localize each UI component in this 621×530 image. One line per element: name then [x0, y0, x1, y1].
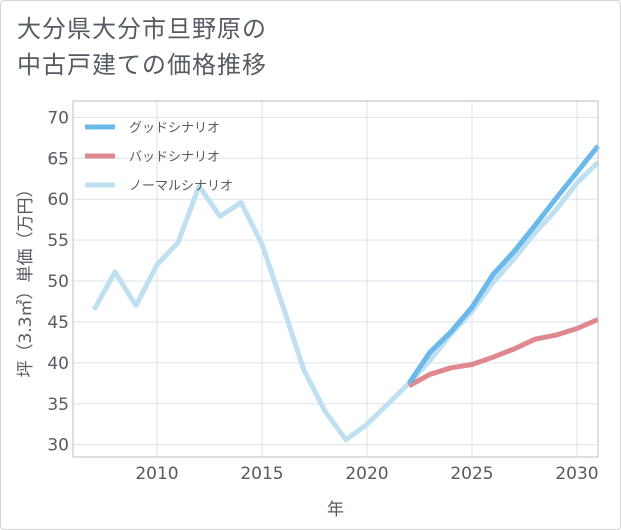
y-tick-label: 30 — [47, 436, 69, 456]
x-tick-labels: 2010 2015 2020 2025 2030 — [135, 464, 598, 484]
y-tick-label: 55 — [47, 231, 69, 251]
legend-label: ノーマルシナリオ — [129, 179, 233, 194]
x-tick-label: 2025 — [450, 464, 493, 484]
chart-title-line-1: 大分県大分市旦野原の — [17, 15, 267, 43]
x-tick-label: 2010 — [135, 464, 178, 484]
y-tick-label: 50 — [47, 272, 69, 292]
y-tick-label: 65 — [47, 149, 69, 169]
x-tick-label: 2030 — [555, 464, 598, 484]
y-tick-label: 60 — [47, 190, 69, 210]
x-axis-title: 年 — [327, 500, 344, 520]
y-tick-label: 35 — [47, 395, 69, 415]
chart-title: 大分県大分市旦野原の 中古戸建ての価格推移 — [17, 11, 267, 83]
chart-title-line-2: 中古戸建ての価格推移 — [17, 51, 267, 79]
series-line-2 — [407, 317, 599, 388]
x-tick-label: 2020 — [345, 464, 388, 484]
y-axis-title: 坪（3.3㎡）単価（万円） — [16, 180, 36, 377]
series-line-3 — [91, 160, 600, 443]
legend-label: グッドシナリオ — [129, 121, 220, 136]
series-lines — [91, 144, 600, 443]
plot-area-border — [72, 100, 599, 458]
legend-label: バッドシナリオ — [129, 150, 220, 165]
y-tick-label: 40 — [47, 354, 69, 374]
x-tick-label: 2015 — [240, 464, 283, 484]
grid-lines — [73, 101, 598, 457]
y-tick-label: 70 — [47, 108, 69, 128]
y-tick-label: 45 — [47, 313, 69, 333]
y-tick-labels: 30 35 40 45 50 55 60 65 70 — [47, 108, 69, 455]
series-line-1 — [406, 144, 600, 385]
